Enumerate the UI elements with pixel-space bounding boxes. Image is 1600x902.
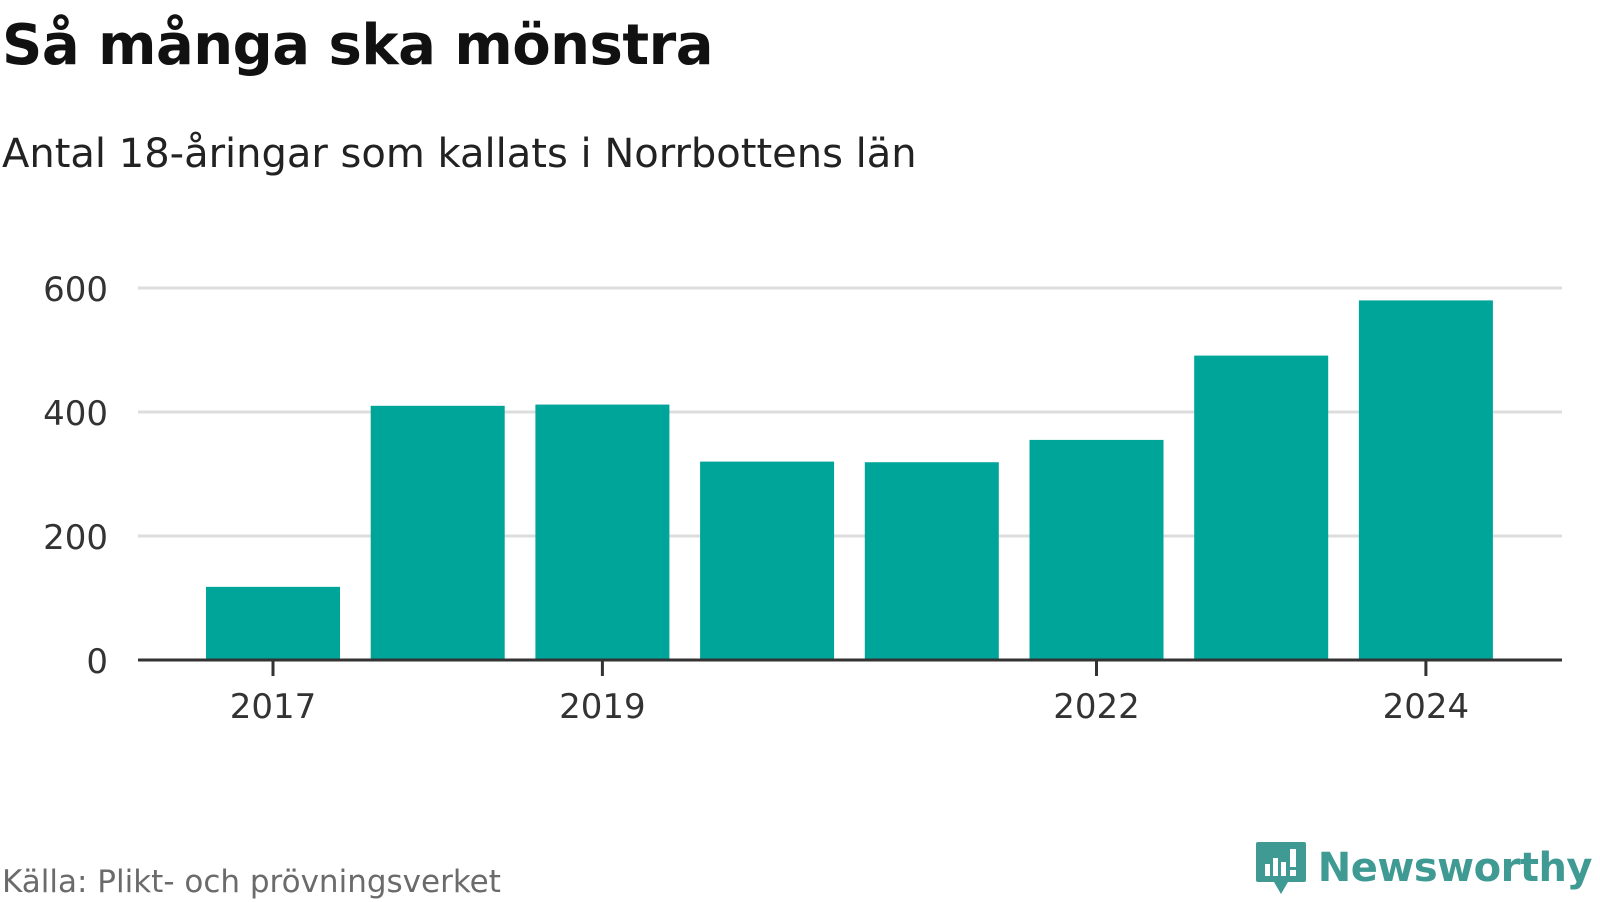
- x-tick-label: 2024: [1383, 687, 1470, 727]
- gridlines: [138, 286, 1562, 538]
- bar-2023: [1194, 355, 1329, 660]
- bar-2017: [206, 586, 340, 660]
- bar-2022: [1029, 439, 1164, 660]
- chart-subtitle: Antal 18-åringar som kallats i Norrbotte…: [2, 131, 917, 177]
- y-tick-label: 400: [43, 394, 108, 434]
- brand-name: Newsworthy: [1317, 845, 1593, 891]
- x-axis: [138, 658, 1562, 676]
- bar-2024: [1358, 300, 1493, 660]
- x-axis-tick-labels: 2017 2019 2022 2024: [230, 687, 1469, 727]
- y-tick-label: 200: [43, 518, 108, 558]
- y-tick-label: 0: [86, 642, 108, 682]
- x-tick-label: 2022: [1053, 687, 1140, 727]
- chart-title: Så många ska mönstra: [2, 13, 714, 78]
- x-tick-label: 2017: [230, 687, 317, 727]
- x-tick-label: 2019: [559, 687, 646, 727]
- y-tick-label: 600: [43, 270, 108, 310]
- bar-2019: [535, 404, 670, 660]
- bar-chart-exclamation-icon: [1255, 842, 1306, 894]
- bar-2020: [700, 461, 835, 660]
- bar-2021: [864, 462, 999, 660]
- y-axis-tick-labels: 0 200 400 600: [43, 270, 108, 682]
- source-note: Källa: Plikt- och prövningsverket: [2, 864, 501, 900]
- brand-logo: Newsworthy: [1254, 840, 1593, 896]
- bar-2018: [370, 405, 505, 660]
- bars: [206, 300, 1493, 660]
